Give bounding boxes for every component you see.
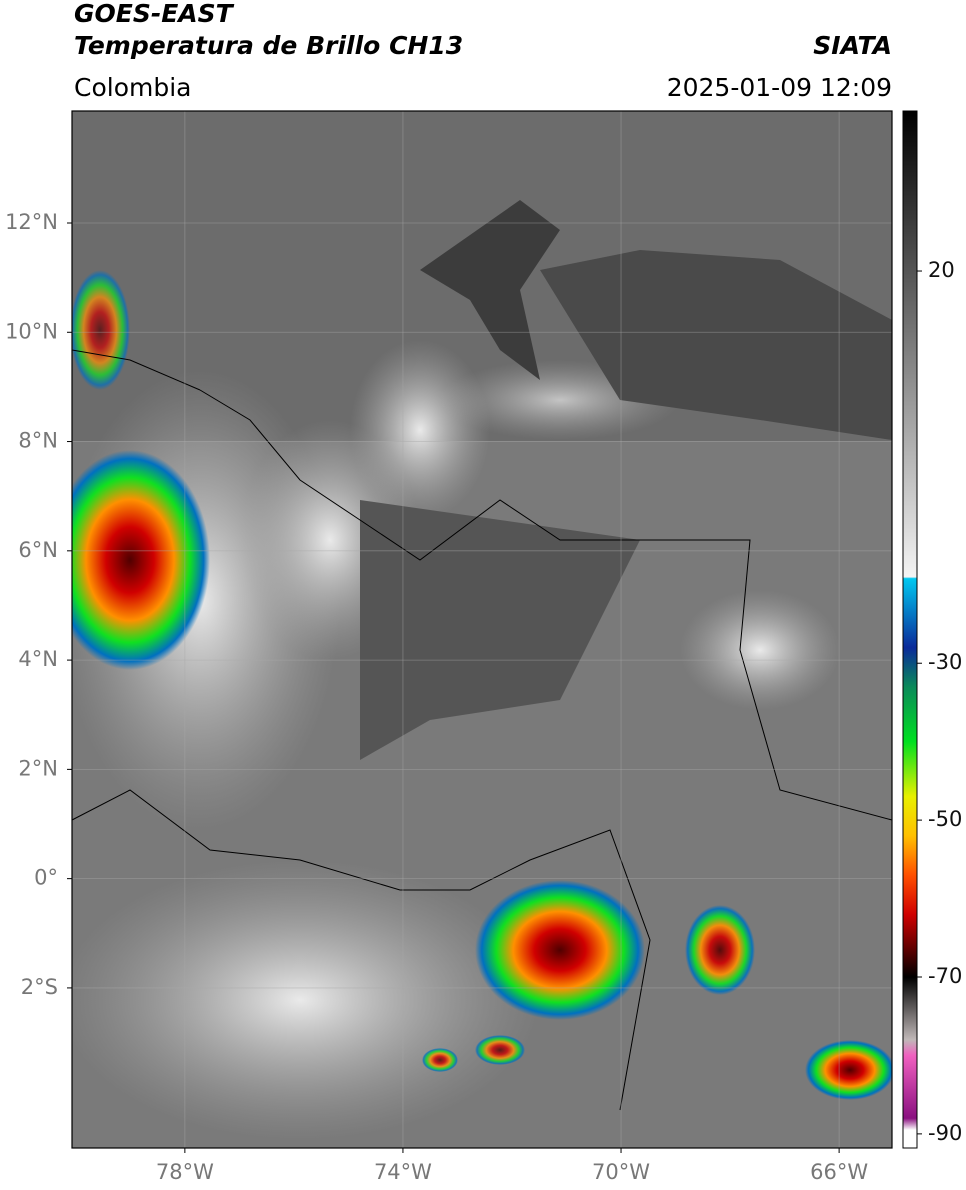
x-tick-label: 78°W: [156, 1160, 214, 1184]
colorbar-label: -70: [928, 964, 962, 988]
grid: [72, 111, 892, 1148]
y-tick-label: 6°N: [18, 538, 58, 562]
colorbar-label: 20: [928, 258, 955, 282]
y-tick-label: 4°N: [18, 647, 58, 671]
satellite: GOES-EAST: [74, 0, 235, 28]
y-tick-label: 2°N: [18, 756, 58, 780]
satellite-image: [72, 111, 892, 1148]
map-frame: [71, 110, 893, 1149]
y-tick-label: 12°N: [5, 210, 58, 234]
y-tick-label: 0°: [34, 866, 58, 890]
y-tick-label: 8°N: [18, 429, 58, 453]
colorbar-label: -90: [928, 1121, 962, 1145]
datetime: 2025-01-09 12:09: [667, 73, 892, 102]
colorbar-label: -30: [928, 650, 962, 674]
colorbar: [902, 110, 918, 1149]
x-tick-label: 74°W: [374, 1160, 432, 1184]
colorbar-label: -50: [928, 807, 962, 831]
y-tick-label: 10°N: [5, 319, 58, 343]
source: SIATA: [813, 31, 892, 60]
x-tick-label: 70°W: [592, 1160, 650, 1184]
y-tick-label: 2°S: [21, 975, 58, 999]
product: Temperatura de Brillo CH13: [74, 31, 463, 60]
region: Colombia: [74, 73, 191, 102]
x-tick-label: 66°W: [810, 1160, 868, 1184]
